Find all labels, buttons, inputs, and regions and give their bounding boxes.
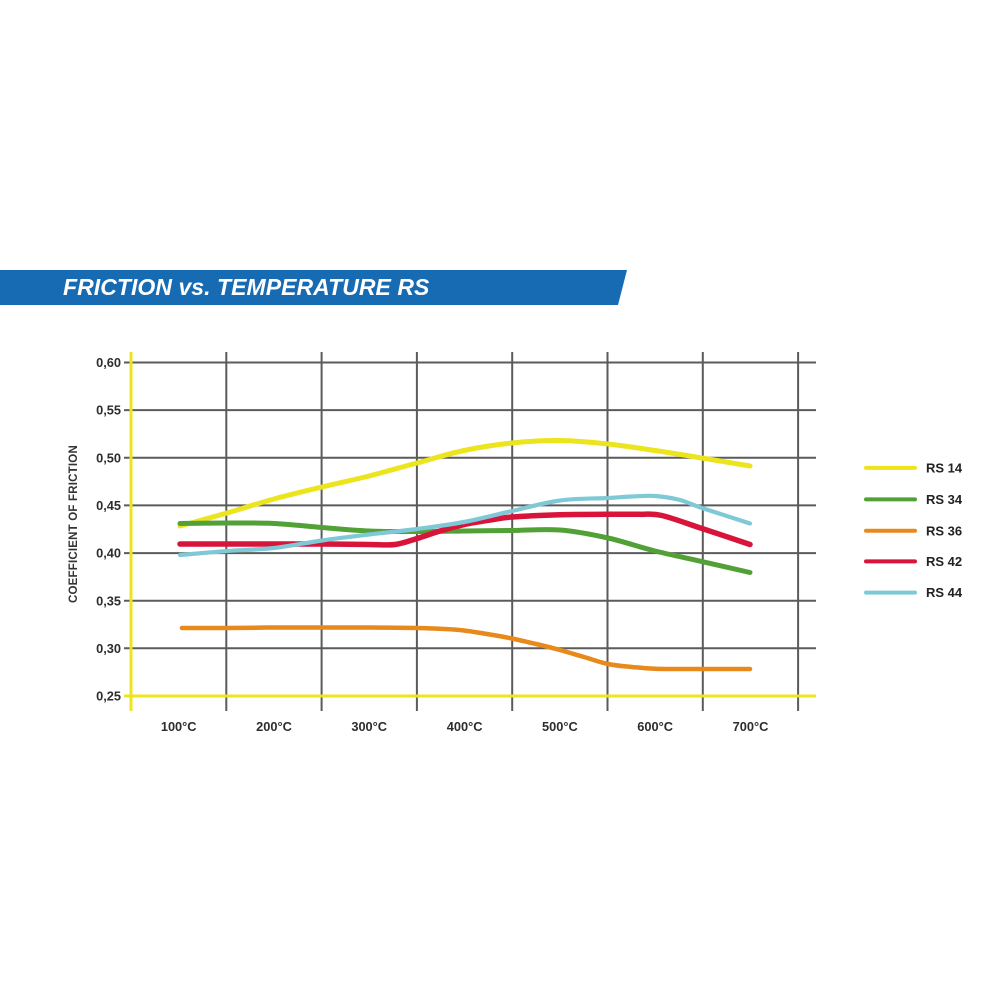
svg-text:700°C: 700°C [733,719,769,734]
svg-text:0,55: 0,55 [96,403,121,418]
svg-text:400°C: 400°C [447,719,483,734]
svg-text:RS 44: RS 44 [926,585,963,600]
svg-text:500°C: 500°C [542,719,578,734]
svg-text:RS 14: RS 14 [926,461,963,476]
svg-text:100°C: 100°C [161,719,197,734]
svg-text:RS 36: RS 36 [926,523,962,538]
svg-text:FRICTION vs. TEMPERATURE RS: FRICTION vs. TEMPERATURE RS [63,274,430,300]
svg-text:RS 42: RS 42 [926,554,962,569]
svg-text:300°C: 300°C [351,719,387,734]
svg-text:0,50: 0,50 [96,450,121,465]
svg-text:200°C: 200°C [256,719,292,734]
svg-text:0,35: 0,35 [96,593,121,608]
svg-text:COEFFICIENT OF FRICTION: COEFFICIENT OF FRICTION [68,445,80,603]
svg-text:600°C: 600°C [637,719,673,734]
svg-text:0,60: 0,60 [96,355,121,370]
svg-text:0,40: 0,40 [96,546,121,561]
svg-text:0,45: 0,45 [96,498,121,513]
svg-text:0,25: 0,25 [96,689,121,704]
svg-text:RS 34: RS 34 [926,492,963,507]
svg-text:0,30: 0,30 [96,641,121,656]
